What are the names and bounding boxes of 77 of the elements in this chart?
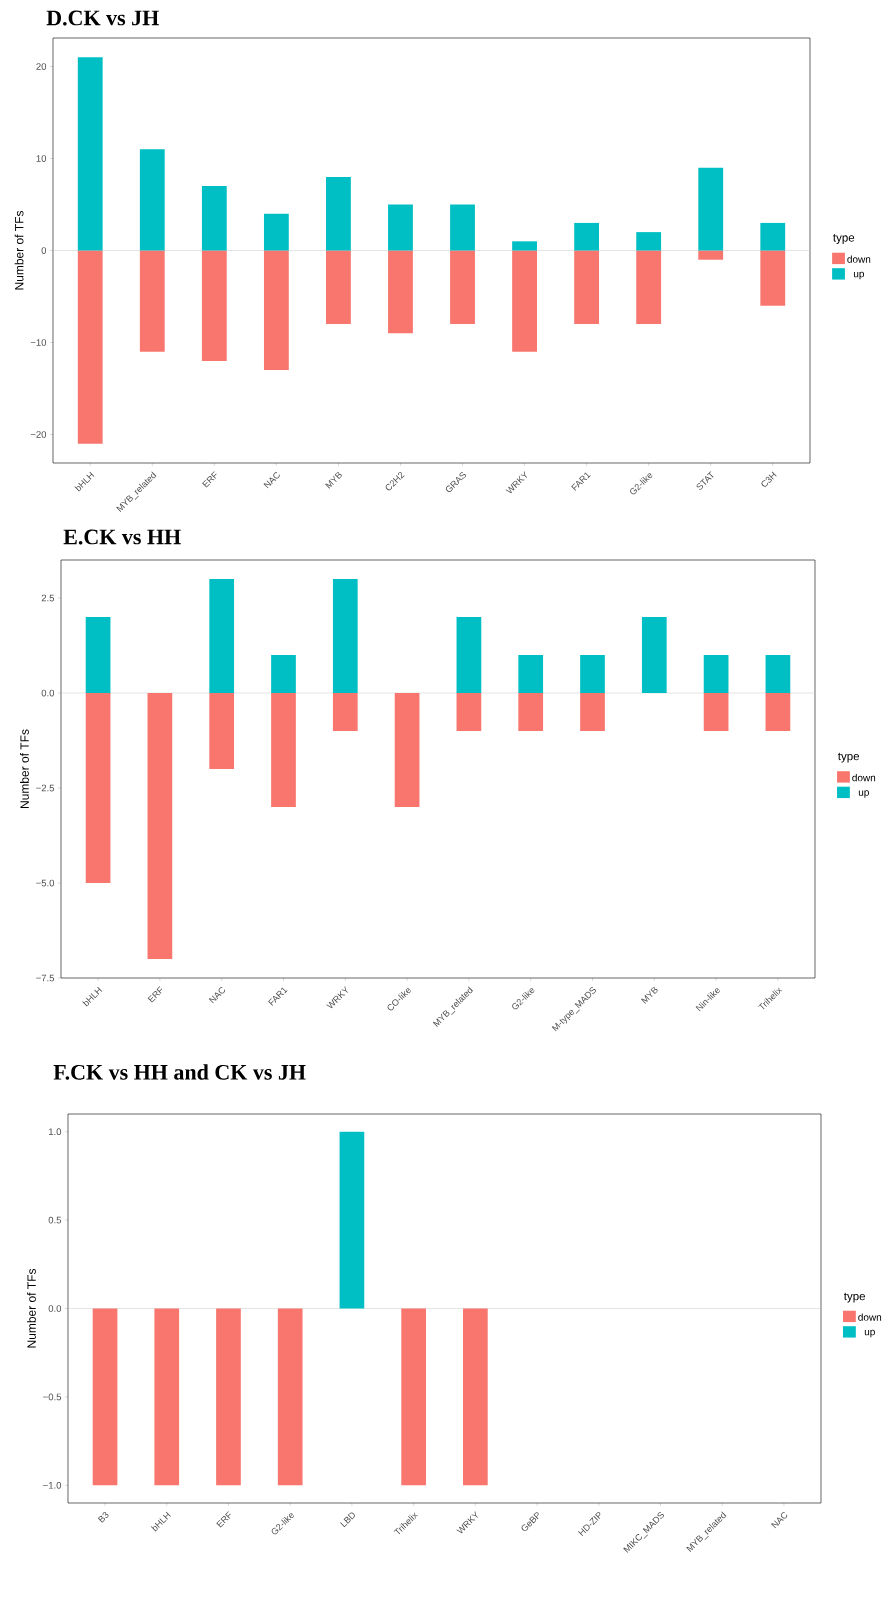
bar — [698, 250, 724, 260]
x-tick-label: LBD — [340, 1512, 355, 1528]
bar — [77, 250, 103, 444]
y-tick-label: −20 — [30, 431, 47, 438]
bar — [636, 250, 662, 325]
bar — [512, 241, 537, 251]
bar — [765, 693, 791, 732]
bar — [271, 655, 296, 694]
bar — [760, 250, 786, 306]
legend-label: down — [852, 773, 876, 782]
bar — [209, 693, 235, 770]
y-axis-title: Number of TFs — [14, 210, 24, 290]
y-tick-label: −1.0 — [43, 1481, 62, 1489]
bar — [326, 250, 351, 325]
y-tick-label: −5.0 — [36, 879, 55, 887]
y-tick-label: 2.5 — [41, 594, 55, 602]
chart-title: D.CK vs JH — [46, 10, 159, 26]
bar — [450, 204, 475, 251]
bar — [209, 579, 235, 694]
y-tick-label: −0.5 — [43, 1393, 62, 1401]
bar — [332, 693, 358, 732]
bar — [703, 655, 729, 694]
chart-title: E.CK vs HH — [63, 529, 181, 545]
bar — [394, 693, 420, 808]
bar — [580, 655, 605, 694]
legend-label: down — [858, 1313, 882, 1321]
bar — [77, 57, 103, 251]
bar — [518, 693, 544, 732]
bar — [641, 617, 667, 694]
bar — [636, 232, 662, 251]
y-tick-label: 0 — [41, 247, 47, 254]
bar — [580, 693, 605, 732]
bar — [139, 149, 165, 251]
legend-label: up — [858, 790, 869, 798]
bar — [263, 213, 289, 251]
bar — [456, 617, 482, 694]
legend-label: down — [847, 255, 871, 263]
y-tick-label: 10 — [36, 155, 47, 162]
bar — [760, 222, 786, 251]
bar — [388, 204, 413, 251]
y-tick-label: 1.0 — [48, 1128, 62, 1136]
y-axis-title: Number of TFs — [20, 729, 29, 809]
bar — [201, 186, 227, 251]
bar — [456, 693, 482, 732]
y-tick-label: 20 — [36, 63, 47, 70]
y-tick-label: 0.0 — [48, 1305, 62, 1312]
bar — [698, 167, 724, 251]
y-tick-label: 0.0 — [41, 689, 55, 697]
bar — [139, 250, 165, 352]
y-tick-label: 0.5 — [48, 1216, 62, 1224]
legend-title: type — [837, 752, 860, 763]
bar — [85, 617, 111, 694]
bar — [271, 693, 296, 808]
y-axis-title: Number of TFs — [27, 1268, 36, 1348]
bar — [450, 250, 475, 325]
bar — [574, 250, 600, 325]
bar — [388, 250, 413, 334]
bar — [201, 250, 227, 361]
bar — [518, 655, 544, 694]
bar — [512, 250, 537, 352]
y-tick-label: −7.5 — [36, 974, 55, 982]
y-tick-label: −10 — [30, 339, 47, 346]
bar — [326, 176, 351, 251]
bar — [85, 693, 111, 884]
bar — [263, 250, 289, 371]
x-tick-label: B3 — [97, 1512, 109, 1523]
legend-title: type — [833, 234, 855, 244]
bar — [332, 579, 358, 694]
bar — [147, 693, 173, 960]
legend-label: up — [864, 1329, 875, 1338]
bar — [574, 222, 600, 251]
bar — [703, 693, 729, 732]
legend-title: type — [843, 1292, 866, 1303]
legend-label: up — [853, 271, 865, 280]
y-tick-label: −2.5 — [36, 784, 55, 792]
chart-title: F.CK vs HH and CK vs JH — [53, 1064, 306, 1080]
bar — [765, 655, 791, 694]
